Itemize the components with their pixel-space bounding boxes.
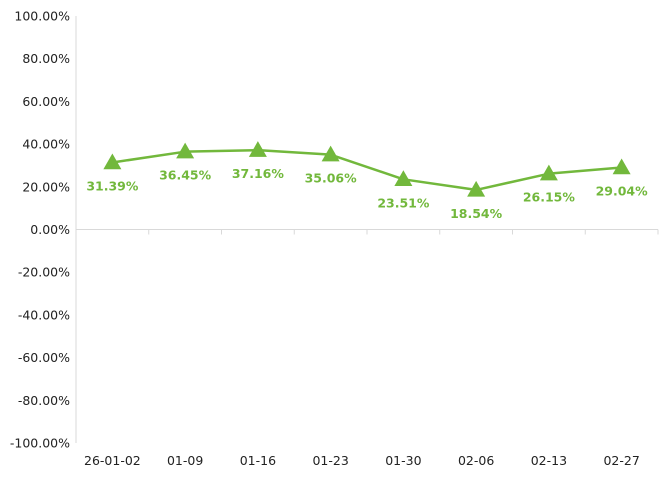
data-label: 37.16% bbox=[232, 166, 285, 181]
y-tick-label: 40.00% bbox=[22, 137, 70, 152]
data-label: 36.45% bbox=[159, 168, 212, 183]
x-tick-label: 26-01-02 bbox=[84, 453, 141, 468]
data-point-marker bbox=[103, 153, 122, 170]
x-tick-label: 02-06 bbox=[458, 453, 494, 468]
chart-axes bbox=[75, 16, 659, 443]
series-group bbox=[103, 141, 631, 197]
x-tick-label: 01-23 bbox=[312, 453, 348, 468]
y-tick-label: -80.00% bbox=[18, 393, 70, 408]
data-labels: 31.39% 36.45% 37.16% 35.06% 23.51% 18.54% 26.1… bbox=[86, 166, 648, 221]
y-tick-label: 0.00% bbox=[30, 222, 70, 237]
data-point-marker bbox=[248, 141, 267, 157]
y-tick-label: -20.00% bbox=[18, 265, 70, 280]
y-tick-label: -60.00% bbox=[18, 350, 70, 365]
data-point-marker bbox=[321, 145, 340, 162]
y-axis-ticks: 100.00% 80.00% 60.00% 40.00% 20.00% 0.00% -20.… bbox=[10, 9, 70, 451]
data-point-marker bbox=[467, 180, 486, 197]
data-label: 35.06% bbox=[305, 171, 358, 186]
x-tick-label: 01-30 bbox=[385, 453, 421, 468]
x-tick-label: 02-13 bbox=[531, 453, 567, 468]
x-tick-label: 01-16 bbox=[240, 453, 276, 468]
y-tick-label: 80.00% bbox=[22, 51, 70, 66]
y-tick-label: 100.00% bbox=[14, 9, 70, 24]
y-tick-label: -40.00% bbox=[18, 307, 70, 322]
data-point-marker bbox=[612, 158, 631, 175]
data-label: 23.51% bbox=[377, 195, 430, 210]
data-point-marker bbox=[539, 164, 558, 181]
data-label: 26.15% bbox=[523, 190, 576, 205]
data-label: 29.04% bbox=[596, 183, 649, 198]
data-label: 31.39% bbox=[86, 178, 139, 193]
data-point-marker bbox=[394, 170, 413, 187]
y-tick-label: 20.00% bbox=[22, 179, 70, 194]
x-tick-label: 02-27 bbox=[603, 453, 639, 468]
x-tick-label: 01-09 bbox=[167, 453, 203, 468]
y-tick-label: 60.00% bbox=[22, 94, 70, 109]
data-point-marker bbox=[176, 142, 195, 159]
data-label: 18.54% bbox=[450, 206, 503, 221]
x-axis-ticks: 26-01-02 01-09 01-16 01-23 01-30 02-06 02-13 02… bbox=[84, 453, 640, 468]
series-line bbox=[111, 148, 623, 192]
y-tick-label: -100.00% bbox=[10, 436, 70, 451]
